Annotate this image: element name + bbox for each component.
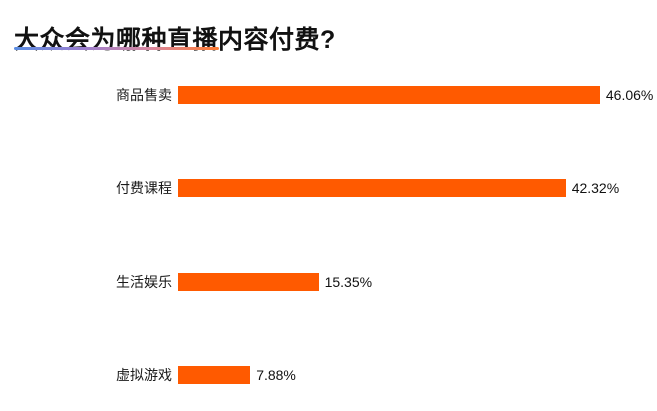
bar-product-sales [178, 86, 600, 104]
bar-virtual-games [178, 366, 251, 384]
value-label: 15.35% [324, 274, 373, 290]
chart-row-life-entertainment: 生活娱乐 15.35% [0, 273, 657, 291]
category-label: 付费课程 [116, 180, 172, 196]
title-underline-decoration [14, 47, 219, 50]
value-label: 42.32% [571, 180, 620, 196]
chart-row-product-sales: 商品售卖 46.06% [0, 86, 657, 104]
bar-paid-courses [178, 179, 566, 197]
bar-life-entertainment [178, 273, 319, 291]
category-label: 虚拟游戏 [116, 367, 172, 383]
chart-row-paid-courses: 付费课程 42.32% [0, 179, 657, 197]
value-label: 46.06% [605, 87, 654, 103]
value-label: 7.88% [256, 367, 296, 383]
category-label: 生活娱乐 [116, 274, 172, 290]
category-label: 商品售卖 [116, 87, 172, 103]
chart-row-virtual-games: 虚拟游戏 7.88% [0, 366, 657, 384]
